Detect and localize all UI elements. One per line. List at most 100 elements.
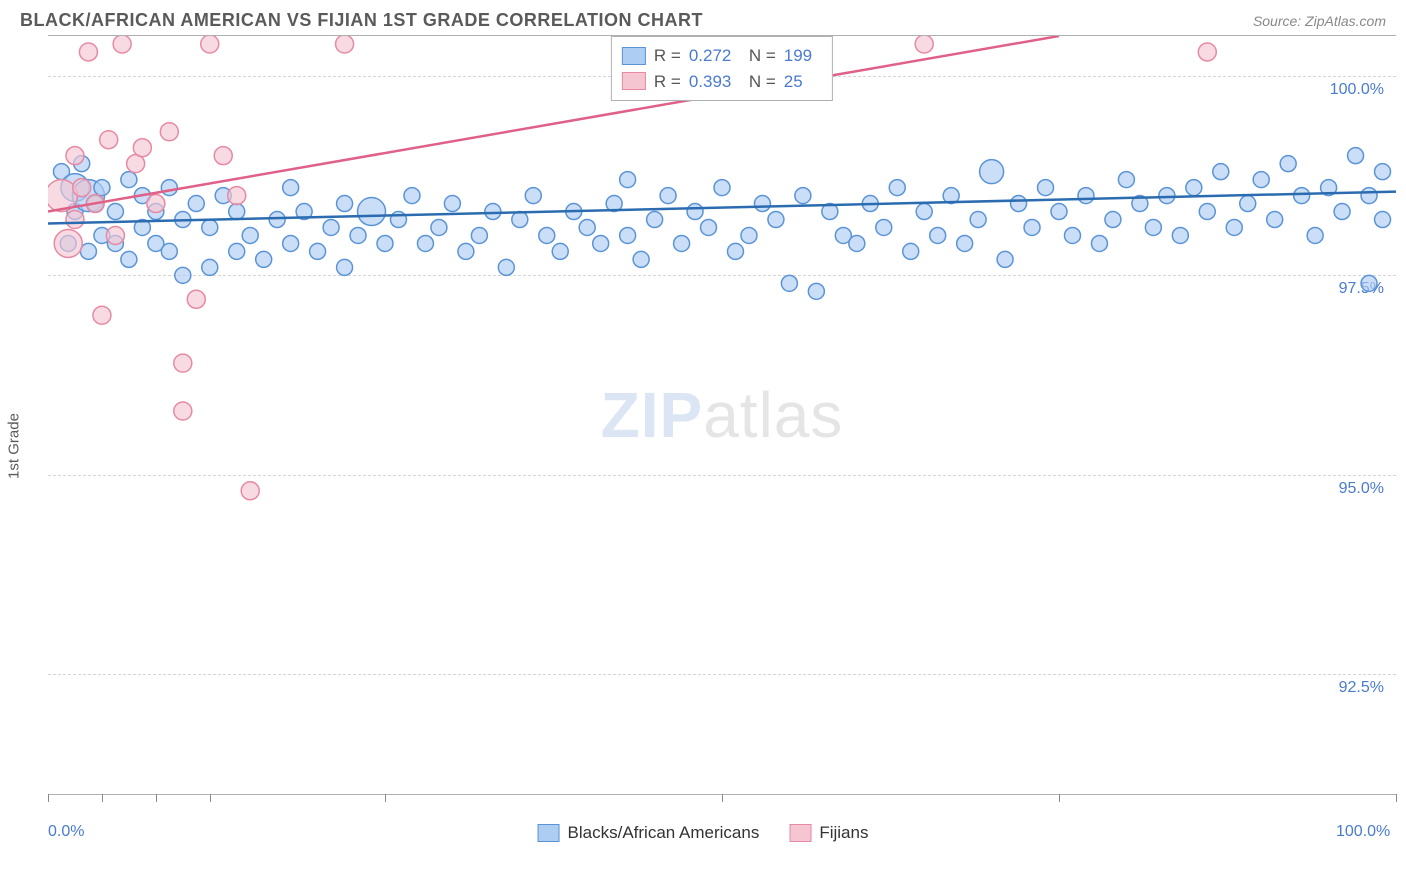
scatter-point: [66, 147, 84, 165]
scatter-point: [202, 259, 218, 275]
scatter-point: [283, 235, 299, 251]
scatter-point: [214, 147, 232, 165]
scatter-point: [80, 243, 96, 259]
scatter-point: [1375, 164, 1391, 180]
scatter-point: [337, 196, 353, 212]
scatter-point: [147, 195, 165, 213]
scatter-point: [417, 235, 433, 251]
scatter-point: [1011, 196, 1027, 212]
series-legend-item: Fijians: [789, 823, 868, 843]
scatter-point: [970, 212, 986, 228]
legend-swatch: [789, 824, 811, 842]
scatter-point: [1226, 219, 1242, 235]
scatter-point: [107, 204, 123, 220]
scatter-point: [687, 204, 703, 220]
scatter-point: [1118, 172, 1134, 188]
scatter-point: [485, 204, 501, 220]
scatter-point: [471, 227, 487, 243]
source-label: Source: ZipAtlas.com: [1253, 13, 1386, 29]
scatter-point: [1024, 219, 1040, 235]
scatter-point: [187, 290, 205, 308]
scatter-svg: [48, 36, 1396, 794]
scatter-point: [1145, 219, 1161, 235]
scatter-point: [256, 251, 272, 267]
scatter-point: [188, 196, 204, 212]
scatter-point: [73, 179, 91, 197]
legend-swatch: [622, 47, 646, 65]
stats-legend-row: R = 0.272 N = 199: [622, 43, 812, 69]
scatter-point: [579, 219, 595, 235]
scatter-point: [512, 212, 528, 228]
scatter-point: [444, 196, 460, 212]
scatter-point: [1348, 148, 1364, 164]
scatter-point: [323, 219, 339, 235]
scatter-point: [1240, 196, 1256, 212]
trend-line: [48, 36, 1059, 212]
scatter-point: [997, 251, 1013, 267]
scatter-point: [1159, 188, 1175, 204]
scatter-point: [552, 243, 568, 259]
scatter-point: [1307, 227, 1323, 243]
x-tick: [48, 794, 49, 802]
series-legend-label: Fijians: [819, 823, 868, 843]
scatter-point: [849, 235, 865, 251]
scatter-point: [1091, 235, 1107, 251]
scatter-point: [337, 259, 353, 275]
scatter-point: [93, 306, 111, 324]
scatter-point: [1186, 180, 1202, 196]
scatter-point: [1105, 212, 1121, 228]
scatter-point: [980, 160, 1004, 184]
scatter-point: [593, 235, 609, 251]
scatter-point: [1038, 180, 1054, 196]
scatter-point: [768, 212, 784, 228]
scatter-point: [1280, 156, 1296, 172]
stats-legend: R = 0.272 N = 199R = 0.393 N = 25: [611, 36, 833, 101]
scatter-point: [1334, 204, 1350, 220]
x-tick: [722, 794, 723, 802]
scatter-point: [741, 227, 757, 243]
x-tick: [102, 794, 103, 802]
scatter-point: [174, 354, 192, 372]
trend-line: [48, 192, 1396, 224]
scatter-point: [620, 227, 636, 243]
scatter-point: [539, 227, 555, 243]
scatter-point: [100, 131, 118, 149]
scatter-point: [754, 196, 770, 212]
scatter-point: [1172, 227, 1188, 243]
scatter-point: [269, 212, 285, 228]
scatter-point: [1253, 172, 1269, 188]
scatter-point: [930, 227, 946, 243]
scatter-point: [1375, 212, 1391, 228]
scatter-point: [674, 235, 690, 251]
scatter-point: [66, 211, 84, 229]
x-tick: [1059, 794, 1060, 802]
scatter-point: [228, 187, 246, 205]
scatter-point: [201, 36, 219, 53]
scatter-point: [1064, 227, 1080, 243]
scatter-point: [1213, 164, 1229, 180]
scatter-point: [727, 243, 743, 259]
scatter-point: [1361, 188, 1377, 204]
scatter-point: [1078, 188, 1094, 204]
scatter-point: [498, 259, 514, 275]
legend-swatch: [538, 824, 560, 842]
scatter-point: [350, 227, 366, 243]
series-legend-label: Blacks/African Americans: [568, 823, 760, 843]
scatter-point: [202, 219, 218, 235]
scatter-point: [660, 188, 676, 204]
scatter-point: [795, 188, 811, 204]
scatter-point: [242, 227, 258, 243]
scatter-point: [525, 188, 541, 204]
scatter-point: [1294, 188, 1310, 204]
scatter-point: [79, 43, 97, 61]
scatter-point: [431, 219, 447, 235]
scatter-point: [229, 204, 245, 220]
stats-legend-row: R = 0.393 N = 25: [622, 69, 812, 95]
scatter-point: [161, 180, 177, 196]
x-tick: [156, 794, 157, 802]
legend-swatch: [622, 72, 646, 90]
scatter-point: [633, 251, 649, 267]
series-legend-item: Blacks/African Americans: [538, 823, 760, 843]
scatter-point: [161, 243, 177, 259]
scatter-point: [133, 139, 151, 157]
